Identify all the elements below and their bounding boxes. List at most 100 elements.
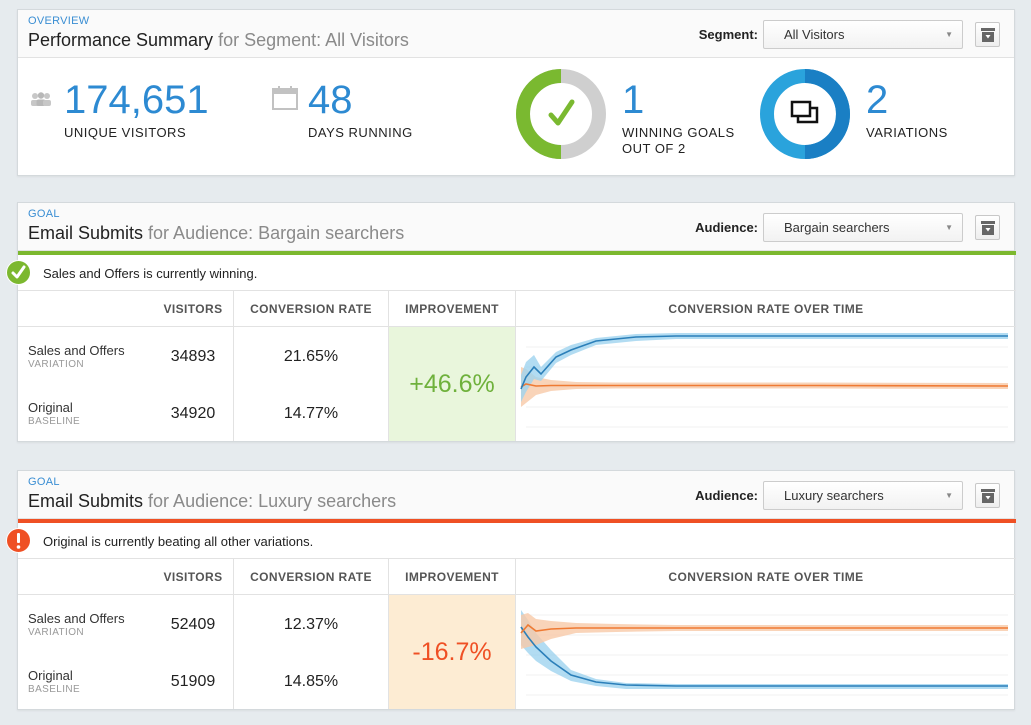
conversion-rate-value: 12.37% [283,616,339,633]
col-conversion-rate: CONVERSION RATE [234,291,388,327]
overview-card: OVERVIEW Performance Summary for Segment… [17,9,1015,176]
goal-card-luxury: GOAL Email Submits for Audience: Luxury … [6,470,1016,710]
goal-title-main: Email Submits [28,491,144,511]
visitors-value: 51909 [170,673,216,690]
overview-title-muted: for Segment: All Visitors [218,30,409,50]
goal-title-muted: for Audience: Luxury searchers [148,491,397,511]
variations-value: 2 [866,78,889,122]
chart-gridlines [526,614,1008,696]
status-color-bar [18,251,1016,255]
variations-icon [790,100,819,124]
variation-name: Original [28,668,73,683]
segment-select[interactable]: All Visitors ▼ [763,20,963,49]
improvement-value: +46.6% [389,327,515,441]
col-visitors: VISITORS [153,559,233,595]
audience-select[interactable]: Luxury searchers ▼ [763,481,963,510]
goal-title-muted: for Audience: Bargain searchers [148,223,405,243]
overview-header: OVERVIEW Performance Summary for Segment… [18,10,1014,58]
visitors-value: 52409 [170,616,216,633]
divider [233,559,234,709]
divider [388,291,389,441]
archive-button[interactable] [975,483,1000,508]
check-icon [548,99,575,126]
archive-icon [981,28,995,42]
visitors-value: 34920 [170,405,216,422]
chevron-down-icon: ▼ [945,491,953,500]
divider [515,559,516,709]
segment-select-value: All Visitors [784,27,845,42]
overview-title: Performance Summary for Segment: All Vis… [28,30,409,51]
winning-goals-sublabel: OUT OF 2 [622,141,686,156]
goal-title: Email Submits for Audience: Bargain sear… [28,223,404,244]
conversion-rate-value: 14.85% [283,673,339,690]
variation-type: VARIATION [28,359,85,370]
archive-button[interactable] [975,22,1000,47]
col-visitors: VISITORS [153,291,233,327]
col-variation-spacer [18,291,153,327]
variation-line [520,626,1008,687]
chevron-down-icon: ▼ [945,30,953,39]
variations-label: VARIATIONS [866,125,948,140]
col-improvement: IMPROVEMENT [389,559,515,595]
status-row: Original is currently beating all other … [6,523,1016,559]
goal-header: GOAL Email Submits for Audience: Bargain… [18,203,1014,251]
status-message: Original is currently beating all other … [43,534,314,549]
divider [233,291,234,441]
baseline-confidence-band [521,367,1008,407]
visitors-value: 34893 [170,348,216,365]
goal-header: GOAL Email Submits for Audience: Luxury … [18,471,1014,519]
col-conversion-rate: CONVERSION RATE [234,559,388,595]
alert-circle-icon [6,528,31,553]
status-row: Sales and Offers is currently winning. [6,255,1016,291]
variations-donut [760,69,850,159]
variation-line [520,335,1008,390]
days-running-label: DAYS RUNNING [308,125,413,140]
chevron-down-icon: ▼ [945,223,953,232]
conversion-rate-value: 21.65% [283,348,339,365]
archive-button[interactable] [975,215,1000,240]
goal-eyebrow: GOAL [28,476,60,488]
check-circle-icon [6,260,31,285]
baseline-line [520,623,1008,634]
divider [515,291,516,441]
audience-label: Audience: [695,220,758,235]
unique-visitors-value: 174,651 [64,78,209,122]
col-improvement: IMPROVEMENT [389,291,515,327]
archive-icon [981,221,995,235]
variation-type: BASELINE [28,416,81,427]
col-conversion-over-time: CONVERSION RATE OVER TIME [516,559,1016,595]
audience-select[interactable]: Bargain searchers ▼ [763,213,963,242]
conversion-over-time-chart[interactable] [516,327,1016,441]
baseline-line [520,383,1009,388]
winning-goals-label: WINNING GOALS [622,125,735,140]
status-color-bar [18,519,1016,523]
winning-goals-donut [516,69,606,159]
variation-type: BASELINE [28,684,81,695]
variation-name: Original [28,400,73,415]
chart-gridlines [526,346,1008,428]
goal-title-main: Email Submits [28,223,144,243]
goal-eyebrow: GOAL [28,208,60,220]
overview-title-main: Performance Summary [28,30,214,50]
variation-name: Sales and Offers [28,611,125,626]
col-variation-spacer [18,559,153,595]
status-message: Sales and Offers is currently winning. [43,266,258,281]
archive-icon [981,489,995,503]
conversion-over-time-chart[interactable] [516,595,1016,709]
segment-label: Segment: [698,27,758,42]
unique-visitors-label: UNIQUE VISITORS [64,125,187,140]
col-conversion-over-time: CONVERSION RATE OVER TIME [516,291,1016,327]
conversion-rate-value: 14.77% [283,405,339,422]
days-running-value: 48 [308,78,353,122]
improvement-value: -16.7% [389,595,515,709]
audience-select-value: Luxury searchers [784,488,884,503]
winning-goals-value: 1 [622,78,645,122]
users-icon [31,92,51,106]
audience-select-value: Bargain searchers [784,220,890,235]
variation-confidence-band [521,610,1008,689]
goal-card-bargain: GOAL Email Submits for Audience: Bargain… [6,202,1016,442]
variation-name: Sales and Offers [28,343,125,358]
audience-label: Audience: [695,488,758,503]
goal-title: Email Submits for Audience: Luxury searc… [28,491,396,512]
variation-type: VARIATION [28,627,85,638]
